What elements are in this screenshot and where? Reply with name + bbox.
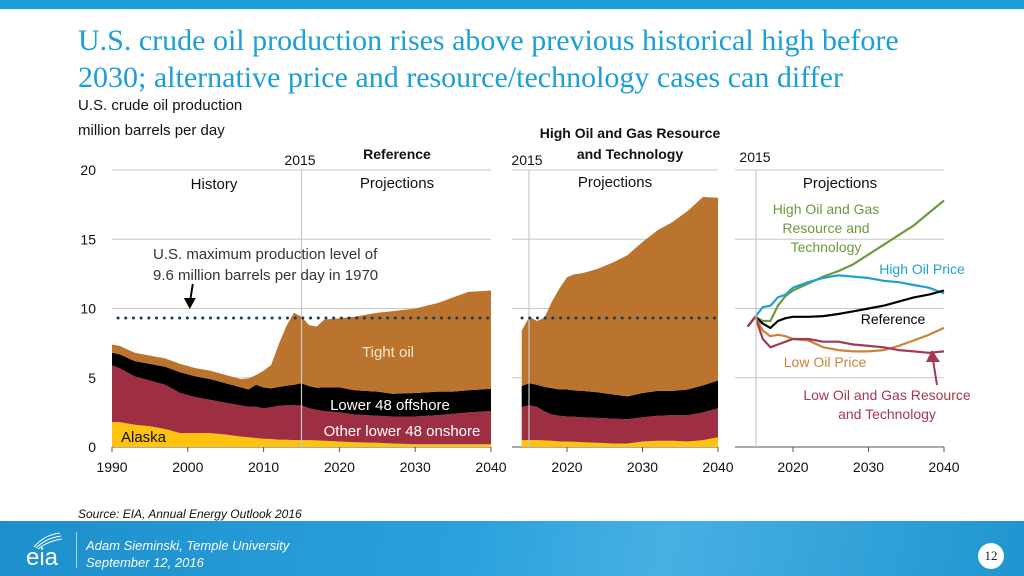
projections-label-panel-1: Projections (360, 175, 434, 192)
slide-title: U.S. crude oil production rises above pr… (78, 22, 998, 96)
footer-bar (0, 521, 1024, 576)
x-tick-label-2030-panel-1: 2030 (400, 459, 431, 475)
area-lower-48-offshore-panel-2 (521, 380, 718, 420)
scenario-lines (746, 199, 945, 354)
x-tick-label-2000-panel-1: 2000 (172, 459, 203, 475)
area-other-lower-48-onshore-panel-2 (521, 405, 718, 444)
divider-label-panel-3: 2015 (739, 149, 770, 165)
chart-labels: 0 5 10 15 20 2015 2015 2015 U.S. maximum product… (80, 125, 970, 475)
x-tick-label-2040-panel-3: 2040 (928, 459, 959, 475)
x-tick-label-2040-panel-2: 2040 (702, 459, 733, 475)
source-note: Source: EIA, Annual Energy Outlook 2016 (78, 507, 302, 521)
title-line-1: U.S. crude oil production rises above pr… (78, 24, 899, 57)
series-label-high_resource-line-1: High Oil and Gas (773, 201, 880, 217)
series-label-high_resource-line-3: Technology (791, 239, 862, 255)
x-tick-label-2040-panel-1: 2040 (475, 459, 506, 475)
presentation-date: September 12, 2016 (86, 555, 204, 570)
y-tick-label-5: 5 (88, 370, 96, 386)
area-other-lower-48-onshore-panel-1 (112, 365, 491, 445)
x-tick-label-2020-panel-1: 2020 (324, 459, 355, 475)
page-number: 12 (978, 543, 1004, 569)
line-low-oil-and-gas-resource-and-technology (746, 315, 945, 354)
series-label-low_resource-line-2: and Technology (838, 406, 936, 422)
line-low-oil-price (746, 315, 945, 353)
x-tick-label-2020-panel-3: 2020 (777, 459, 808, 475)
area-alaska-panel-1 (112, 422, 491, 447)
low-resource-arrow-head (926, 350, 940, 362)
label-alaska: Alaska (121, 429, 167, 446)
line-high-oil-price (746, 274, 945, 328)
panel-2-title-line-1: High Oil and Gas Resource (540, 125, 721, 141)
series-label-low_resource-line-1: Low Oil and Gas Resource (803, 387, 971, 403)
label-other-lower-48-onshore: Other lower 48 onshore (324, 423, 481, 440)
top-accent-bar (0, 0, 1024, 9)
divider-label-panel-2: 2015 (511, 152, 542, 168)
divider-label-panel-1: 2015 (284, 152, 315, 168)
y-tick-label-0: 0 (88, 439, 96, 455)
presenter-name: Adam Sieminski, Temple University (86, 538, 290, 553)
eia-logo-icon: eia (26, 532, 63, 569)
line-reference (746, 289, 945, 329)
title-line-2: 2030; alternative price and resource/tec… (78, 61, 843, 94)
panel-1-title: Reference (363, 146, 431, 162)
x-tick-label-2020-panel-2: 2020 (551, 459, 582, 475)
label-tight-oil: Tight oil (362, 344, 414, 361)
projections-label-panel-2: Projections (578, 174, 652, 191)
annotation-arrow-head (183, 298, 196, 309)
annotation-line-2: 9.6 million barrels per day in 1970 (153, 267, 378, 284)
series-label-low_price-line-1: Low Oil Price (784, 354, 867, 370)
reference-markers (116, 170, 940, 447)
y-tick-label-20: 20 (80, 162, 96, 178)
panel-2-title-line-2: and Technology (577, 146, 684, 162)
series-label-high_price-line-1: High Oil Price (879, 261, 965, 277)
area-alaska-panel-2 (521, 437, 718, 447)
footer-divider (76, 532, 77, 568)
x-tick-label-1990-panel-1: 1990 (96, 459, 127, 475)
line-high-oil-and-gas-resource-and-technology (746, 199, 945, 328)
x-tick-label-2030-panel-2: 2030 (627, 459, 658, 475)
x-tick-label-2010-panel-1: 2010 (248, 459, 279, 475)
projections-label-panel-3: Projections (803, 175, 877, 192)
units-label: million barrels per day (78, 122, 225, 139)
y-tick-label-15: 15 (80, 231, 96, 247)
presenter-info: Adam Sieminski, Temple University Septem… (86, 537, 289, 571)
x-tick-label-2030-panel-3: 2030 (853, 459, 884, 475)
chart-area: 0 5 10 15 20 2015 2015 2015 U.S. maximum product… (80, 125, 970, 475)
chart-subtitle: U.S. crude oil production (78, 97, 243, 114)
logo-text: eia (26, 544, 59, 569)
low-resource-arrow-shaft (932, 359, 938, 386)
annotation-line-1: U.S. maximum production level of (153, 246, 378, 263)
series-label-high_resource-line-2: Resource and (782, 220, 869, 236)
area-tight-oil-panel-2 (521, 197, 718, 397)
series-label-reference-line-1: Reference (861, 311, 926, 327)
history-label: History (191, 176, 238, 193)
label-lower-48-offshore: Lower 48 offshore (330, 397, 450, 414)
y-tick-label-10: 10 (80, 301, 96, 317)
